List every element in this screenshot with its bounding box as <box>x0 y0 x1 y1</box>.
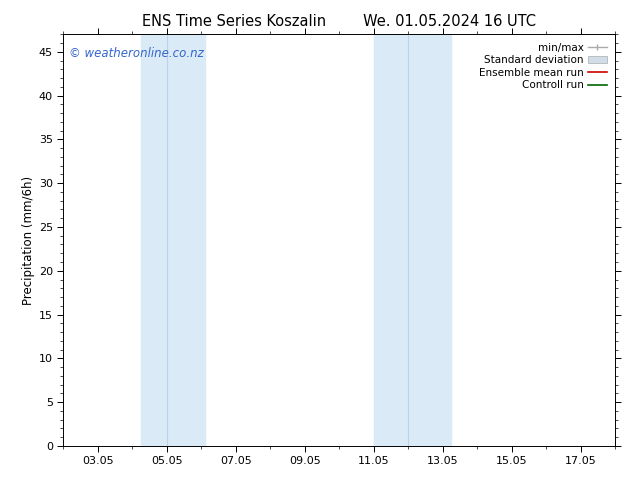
Text: © weatheronline.co.nz: © weatheronline.co.nz <box>69 47 204 60</box>
Bar <box>373 34 408 446</box>
Legend: min/max, Standard deviation, Ensemble mean run, Controll run: min/max, Standard deviation, Ensemble me… <box>476 40 610 94</box>
Title: ENS Time Series Koszalin        We. 01.05.2024 16 UTC: ENS Time Series Koszalin We. 01.05.2024 … <box>142 14 536 29</box>
Bar <box>167 34 205 446</box>
Bar <box>141 34 167 446</box>
Bar <box>408 34 451 446</box>
Y-axis label: Precipitation (mm/6h): Precipitation (mm/6h) <box>22 175 35 305</box>
